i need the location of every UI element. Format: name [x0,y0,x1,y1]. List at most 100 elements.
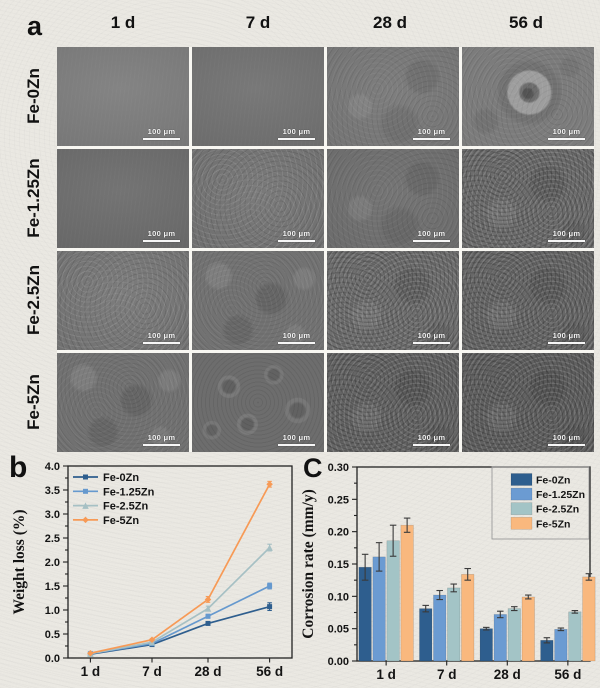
sem-image-fe-1-25zn-56-d: 100 μm [462,149,594,248]
y-tick-label: 0.10 [328,591,349,603]
marker-triangle [204,605,212,612]
scale-bar-label: 100 μm [417,228,446,238]
sem-image-fe-5zn-56-d: 100 μm [462,353,594,452]
scale-bar-line [278,443,315,446]
legend-swatch [510,502,533,515]
y-tick-label: 4.0 [45,461,60,473]
y-tick-label: 1.5 [45,581,60,593]
y-tick-label: 0.25 [328,494,349,506]
scale-bar: 100 μm [278,330,315,344]
scale-bar: 100 μm [413,228,450,242]
scale-bar-line [548,239,585,242]
marker-diamond [204,596,212,603]
sem-image-fe-2-5zn-56-d: 100 μm [462,251,594,350]
panel-b-label: b [9,451,28,484]
sem-image-fe-0zn-7-d: 100 μm [192,47,324,146]
bar-fe-5zn-56-d [582,576,596,662]
scale-bar-line [548,443,585,446]
marker-diamond [266,480,273,488]
scale-bar-line [413,239,450,242]
scale-bar-label: 100 μm [147,432,176,442]
marker-triangle [266,544,273,551]
weight-loss-line-chart: 0.0 0.5 1.0 1.5 2.0 2.5 3.0 3.5 4.0 1 d 7 d 28 d 56 … [11,461,293,679]
legend-swatch [510,487,533,501]
scale-bar-line [278,341,315,344]
scale-bar-label: 100 μm [282,432,311,442]
y-tick-label: 1.0 [45,605,60,617]
legend-label: Fe-2.5Zn [536,504,579,516]
scale-bar: 100 μm [548,228,585,242]
scale-bar-label: 100 μm [417,432,446,442]
scale-bar-label: 100 μm [552,330,581,340]
y-tick-label: 0.00 [328,656,349,668]
scale-bar-label: 100 μm [552,228,581,238]
series-line-fe-2-5zn [90,546,271,655]
scale-bar-line [278,137,315,140]
column-header-1d: 1 d [110,13,136,32]
scale-bar-line [143,137,180,140]
scale-bar-line [548,341,585,344]
y-axis-title: Weight loss (%) [11,509,28,614]
y-tick-label: 0.30 [328,462,349,474]
scale-bar-line [413,443,450,446]
scale-bar-line [143,341,180,344]
sem-image-fe-5zn-1-d: 100 μm [57,353,189,452]
marker-square [267,583,273,589]
sem-image-fe-2-5zn-1-d: 100 μm [57,251,189,350]
sem-image-fe-5zn-7-d: 100 μm [192,353,324,452]
sem-image-fe-0zn-56-d: 100 μm [462,47,594,146]
bar-fe-5zn-1-d [400,524,414,662]
x-tick-label: 28 d [494,667,521,682]
legend-label: Fe-1.25Zn [103,486,155,498]
scale-bar: 100 μm [413,432,450,446]
y-axis-title: Corrosion rate (mm/y) [300,489,317,639]
bar-fe-5zn-7-d [461,574,475,662]
sem-image-fe-2-5zn-28-d: 100 μm [327,251,459,350]
sem-image-fe-2-5zn-7-d: 100 μm [192,251,324,350]
x-tick-label: 7 d [437,667,457,682]
y-tick-label: 2.5 [45,533,60,545]
scale-bar: 100 μm [143,432,180,446]
legend-label: Fe-0Zn [536,475,570,487]
scale-bar-label: 100 μm [282,228,311,238]
scale-bar-label: 100 μm [147,126,176,136]
bar-fe-2-5zn-56-d [568,611,582,662]
marker-square [267,604,273,610]
x-tick-label: 7 d [142,664,162,679]
panel-c-label: C [303,453,323,483]
x-tick-label: 1 d [81,664,101,679]
sem-image-fe-1-25zn-28-d: 100 μm [327,149,459,248]
scale-bar-label: 100 μm [417,330,446,340]
row-label-fe-5zn: Fe-5Zn [24,374,43,430]
scale-bar: 100 μm [548,432,585,446]
legend-box [491,466,590,540]
scale-bar: 100 μm [413,330,450,344]
scale-bar-line [413,137,450,140]
scale-bar: 100 μm [548,126,585,140]
scale-bar-label: 100 μm [282,126,311,136]
marker-square [205,613,211,619]
bar-fe-5zn-28-d [521,596,535,662]
marker-triangle [82,502,89,509]
bar-fe-2-5zn-1-d [386,540,400,662]
scale-bar-label: 100 μm [147,228,176,238]
bar-fe-0zn-7-d [419,608,433,662]
scale-bar-label: 100 μm [282,330,311,340]
y-tick-label: 0.20 [328,527,349,539]
y-tick-label: 3.5 [45,485,60,497]
scale-bar: 100 μm [278,228,315,242]
y-tick-label: 0.0 [45,653,60,665]
scale-bar-label: 100 μm [552,432,581,442]
legend-label: Fe-2.5Zn [103,501,149,513]
panel-a-label: a [27,11,43,41]
scale-bar-line [413,341,450,344]
x-tick-label: 1 d [376,667,396,682]
marker-diamond [148,636,156,644]
scale-bar-label: 100 μm [552,126,581,136]
scale-bar-line [278,239,315,242]
bar-fe-1-25zn-7-d [433,594,447,662]
legend-label: Fe-1.25Zn [536,489,585,501]
bar-fe-2-5zn-28-d [507,608,521,662]
legend-swatch [510,517,533,530]
